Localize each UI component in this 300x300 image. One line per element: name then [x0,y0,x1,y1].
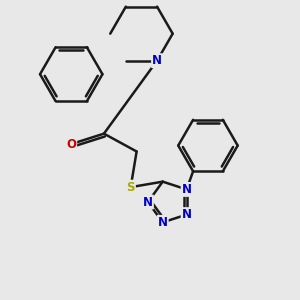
Text: N: N [158,216,168,229]
Text: S: S [126,181,135,194]
Text: O: O [66,138,76,151]
Text: N: N [143,196,153,208]
Text: N: N [182,208,192,221]
Text: N: N [182,183,192,196]
Text: N: N [152,54,162,67]
